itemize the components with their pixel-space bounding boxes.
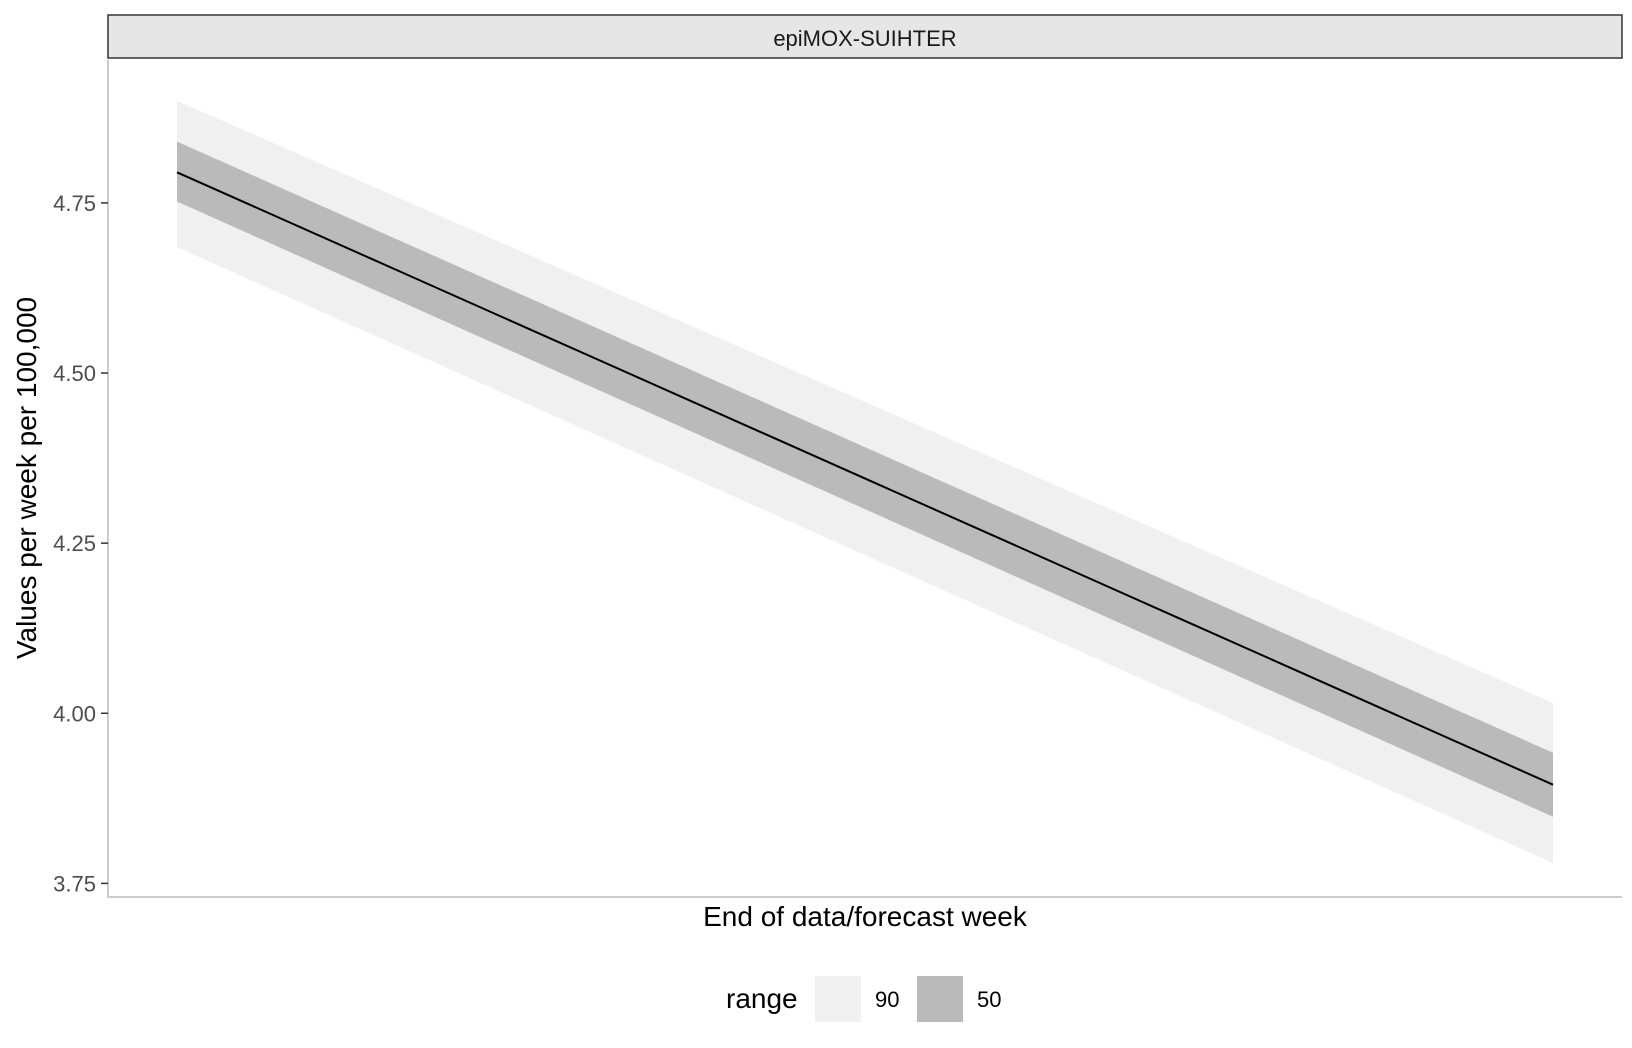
x-axis-title: End of data/forecast week — [703, 901, 1028, 932]
median-line — [176, 171, 1554, 786]
legend-label-90: 90 — [875, 987, 899, 1012]
y-tick-label: 4.50 — [53, 361, 96, 386]
y-axis-ticks: 3.75 4.00 4.25 4.50 4.75 — [53, 191, 108, 896]
y-tick-label: 4.00 — [53, 701, 96, 726]
legend-swatch-50 — [917, 976, 963, 1022]
legend-label-50: 50 — [977, 987, 1001, 1012]
y-axis-title: Values per week per 100,000 — [11, 297, 42, 659]
interval-bands — [177, 100, 1553, 863]
facet-strip: epiMOX-SUIHTER — [107, 14, 1623, 59]
plot-area — [176, 100, 1554, 863]
y-tick-label: 3.75 — [53, 871, 96, 896]
facet-title: epiMOX-SUIHTER — [773, 26, 956, 51]
legend-title: range — [726, 983, 798, 1014]
legend-swatch-90 — [815, 976, 861, 1022]
legend: range 90 50 — [726, 976, 1001, 1022]
facet-strip-background — [107, 14, 1623, 59]
y-tick-label: 4.25 — [53, 531, 96, 556]
y-tick-label: 4.75 — [53, 191, 96, 216]
